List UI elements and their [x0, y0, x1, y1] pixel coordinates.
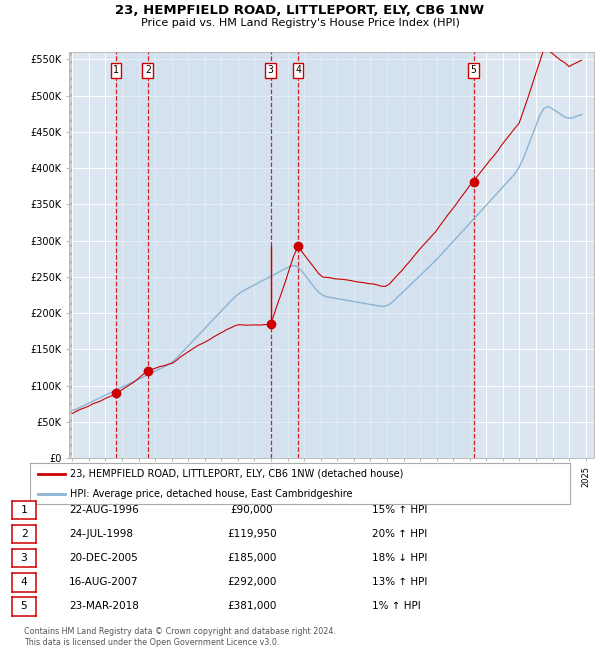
Text: £185,000: £185,000 [227, 553, 277, 564]
Bar [148, 52, 271, 458]
Text: This data is licensed under the Open Government Licence v3.0.: This data is licensed under the Open Gov… [24, 638, 280, 647]
Text: 4: 4 [295, 65, 301, 75]
Text: 18% ↓ HPI: 18% ↓ HPI [372, 553, 427, 564]
Text: Contains HM Land Registry data © Crown copyright and database right 2024.: Contains HM Land Registry data © Crown c… [24, 627, 336, 636]
Text: 15% ↑ HPI: 15% ↑ HPI [372, 505, 427, 515]
Text: £119,950: £119,950 [227, 529, 277, 539]
Text: HPI: Average price, detached house, East Cambridgeshire: HPI: Average price, detached house, East… [71, 489, 353, 499]
Text: Price paid vs. HM Land Registry's House Price Index (HPI): Price paid vs. HM Land Registry's House … [140, 18, 460, 28]
Text: 22-AUG-1996: 22-AUG-1996 [69, 505, 139, 515]
Text: 16-AUG-2007: 16-AUG-2007 [69, 577, 139, 588]
Text: 5: 5 [20, 601, 28, 612]
Text: 23, HEMPFIELD ROAD, LITTLEPORT, ELY, CB6 1NW: 23, HEMPFIELD ROAD, LITTLEPORT, ELY, CB6… [115, 4, 485, 17]
Text: 2: 2 [20, 529, 28, 539]
Text: 3: 3 [268, 65, 274, 75]
Text: 24-JUL-1998: 24-JUL-1998 [69, 529, 133, 539]
Text: £90,000: £90,000 [230, 505, 274, 515]
Text: 1: 1 [20, 505, 28, 515]
Text: £292,000: £292,000 [227, 577, 277, 588]
Text: £381,000: £381,000 [227, 601, 277, 612]
Text: 20-DEC-2005: 20-DEC-2005 [69, 553, 138, 564]
Bar [271, 52, 298, 458]
Text: 20% ↑ HPI: 20% ↑ HPI [372, 529, 427, 539]
Text: 2: 2 [145, 65, 151, 75]
Text: 23, HEMPFIELD ROAD, LITTLEPORT, ELY, CB6 1NW (detached house): 23, HEMPFIELD ROAD, LITTLEPORT, ELY, CB6… [71, 469, 404, 478]
Text: 1: 1 [113, 65, 119, 75]
Bar [69, 52, 73, 458]
Text: 5: 5 [470, 65, 476, 75]
Bar [116, 52, 148, 458]
Text: 23-MAR-2018: 23-MAR-2018 [69, 601, 139, 612]
Text: 1% ↑ HPI: 1% ↑ HPI [372, 601, 421, 612]
Bar [298, 52, 473, 458]
Text: 3: 3 [20, 553, 28, 564]
Text: 4: 4 [20, 577, 28, 588]
Text: 13% ↑ HPI: 13% ↑ HPI [372, 577, 427, 588]
